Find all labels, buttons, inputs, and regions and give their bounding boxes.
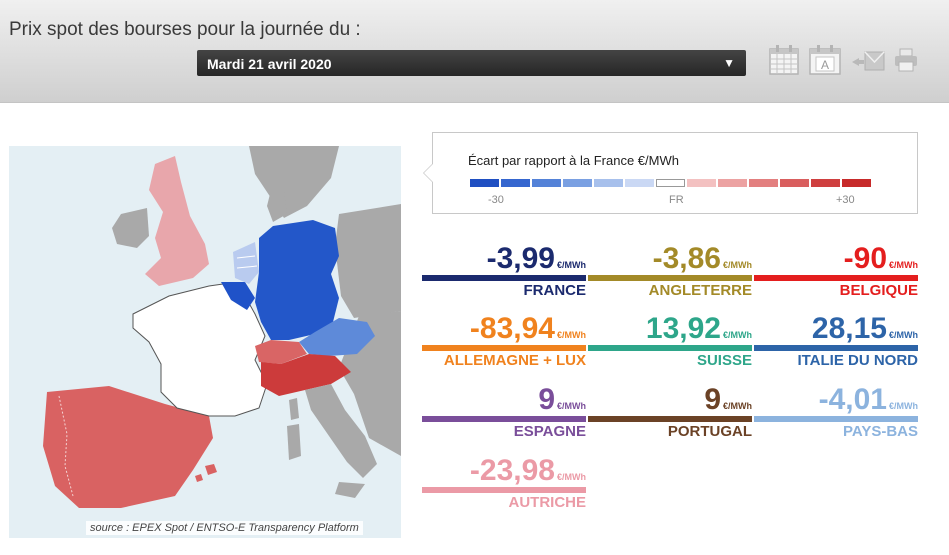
legend-swatch bbox=[470, 179, 499, 187]
price-cell-belgique[interactable]: -90 €/MWh BELGIQUE bbox=[754, 242, 918, 300]
price-cell-suisse[interactable]: 13,92 €/MWh SUISSE bbox=[588, 312, 752, 370]
legend-swatch bbox=[656, 179, 685, 187]
country-name: AUTRICHE bbox=[508, 494, 587, 511]
country-name: BELGIQUE bbox=[839, 282, 918, 299]
map-switzerland bbox=[255, 340, 307, 364]
price-bar bbox=[422, 416, 586, 422]
legend-swatch bbox=[625, 179, 654, 187]
price-value: 28,15 €/MWh bbox=[811, 312, 918, 345]
legend-tick-mid: FR bbox=[669, 194, 684, 206]
price-value: -4,01 €/MWh bbox=[818, 383, 918, 416]
price-bar bbox=[422, 345, 586, 351]
map-sicily bbox=[335, 482, 365, 498]
price-value: 9 €/MWh bbox=[704, 383, 752, 416]
calendar-icon[interactable]: A bbox=[808, 44, 842, 76]
legend-box: Écart par rapport à la France €/MWh -30 … bbox=[423, 132, 918, 214]
country-name: ITALIE DU NORD bbox=[797, 352, 918, 369]
map-sardinia bbox=[287, 424, 301, 460]
legend-color-scale bbox=[470, 179, 871, 187]
map-balearics-2 bbox=[195, 474, 203, 482]
date-select-value: Mardi 21 avril 2020 bbox=[207, 56, 332, 72]
header-bar: Prix spot des bourses pour la journée du… bbox=[0, 0, 949, 103]
price-cell-allemagne-lux[interactable]: -83,94 €/MWh ALLEMAGNE + LUX bbox=[422, 312, 586, 370]
map-germany bbox=[255, 220, 339, 340]
legend-swatch bbox=[501, 179, 530, 187]
map-netherlands bbox=[233, 242, 259, 284]
send-mail-icon[interactable] bbox=[851, 50, 885, 72]
legend-swatch bbox=[563, 179, 592, 187]
country-name: ANGLETERRE bbox=[648, 282, 752, 299]
legend-pointer bbox=[423, 163, 433, 183]
map-netherlands-lines bbox=[236, 255, 258, 269]
legend-swatch bbox=[687, 179, 716, 187]
map-belgium bbox=[221, 282, 255, 310]
price-bar bbox=[754, 345, 918, 351]
legend-swatch bbox=[811, 179, 840, 187]
map-denmark bbox=[267, 190, 287, 222]
price-bar bbox=[754, 275, 918, 281]
price-cell-angleterre[interactable]: -3,86 €/MWh ANGLETERRE bbox=[588, 242, 752, 300]
legend-swatch bbox=[842, 179, 871, 187]
map-austria bbox=[299, 318, 375, 356]
legend-swatch bbox=[749, 179, 778, 187]
price-bar bbox=[422, 275, 586, 281]
map-east-europe bbox=[335, 204, 401, 318]
price-cell-france[interactable]: -3,99 €/MWh FRANCE bbox=[422, 242, 586, 300]
map-italy-north bbox=[261, 354, 351, 396]
price-bar bbox=[754, 416, 918, 422]
map-france bbox=[132, 283, 268, 417]
price-bar bbox=[588, 345, 752, 351]
country-name: PORTUGAL bbox=[667, 423, 752, 440]
price-value: -90 €/MWh bbox=[843, 242, 918, 275]
calendar-grid-icon[interactable] bbox=[768, 44, 800, 76]
country-name: PAYS-BAS bbox=[842, 423, 918, 440]
date-select[interactable]: Mardi 21 avril 2020 ▼ bbox=[197, 50, 746, 76]
calendar-letter: A bbox=[821, 58, 829, 72]
price-value: 9 €/MWh bbox=[538, 383, 586, 416]
map-uk bbox=[145, 156, 209, 286]
country-name: ALLEMAGNE + LUX bbox=[443, 352, 586, 369]
map-source-credit: source : EPEX Spot / ENTSO-E Transparenc… bbox=[86, 521, 363, 535]
price-cell-portugal[interactable]: 9 €/MWh PORTUGAL bbox=[588, 383, 752, 441]
legend-swatch bbox=[594, 179, 623, 187]
price-value: -23,98 €/MWh bbox=[469, 454, 586, 487]
price-cell-autriche[interactable]: -23,98 €/MWh AUTRICHE bbox=[422, 454, 586, 512]
legend-swatch bbox=[718, 179, 747, 187]
legend-title: Écart par rapport à la France €/MWh bbox=[468, 153, 679, 168]
price-value: -3,99 €/MWh bbox=[486, 242, 586, 275]
legend-tick-max: +30 bbox=[836, 194, 855, 206]
map-svg bbox=[9, 146, 401, 538]
legend-swatch bbox=[532, 179, 561, 187]
map-balearics bbox=[205, 464, 217, 475]
country-name: FRANCE bbox=[523, 282, 587, 299]
price-cell-espagne[interactable]: 9 €/MWh ESPAGNE bbox=[422, 383, 586, 441]
page-title: Prix spot des bourses pour la journée du… bbox=[9, 19, 361, 40]
chevron-down-icon: ▼ bbox=[723, 56, 735, 70]
country-name: ESPAGNE bbox=[513, 423, 586, 440]
price-value: -3,86 €/MWh bbox=[652, 242, 752, 275]
price-bar bbox=[588, 275, 752, 281]
country-name: SUISSE bbox=[696, 352, 752, 369]
map-iberia bbox=[43, 386, 213, 508]
europe-price-map bbox=[9, 146, 401, 538]
print-icon[interactable] bbox=[893, 47, 919, 73]
price-value: 13,92 €/MWh bbox=[645, 312, 752, 345]
map-corsica bbox=[289, 398, 299, 420]
map-ireland bbox=[112, 208, 149, 248]
map-scandinavia bbox=[249, 146, 339, 218]
map-italy-south bbox=[305, 384, 377, 478]
price-value: -83,94 €/MWh bbox=[469, 312, 586, 345]
price-bar bbox=[422, 487, 586, 493]
legend-tick-min: -30 bbox=[488, 194, 504, 206]
price-bar bbox=[588, 416, 752, 422]
price-cell-pays-bas[interactable]: -4,01 €/MWh PAYS-BAS bbox=[754, 383, 918, 441]
price-cell-italie-du-nord[interactable]: 28,15 €/MWh ITALIE DU NORD bbox=[754, 312, 918, 370]
legend-swatch bbox=[780, 179, 809, 187]
